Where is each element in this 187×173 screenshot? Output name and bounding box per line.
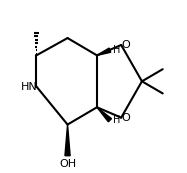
Text: OH: OH [59, 159, 76, 169]
Polygon shape [97, 107, 111, 122]
Text: O: O [122, 113, 130, 123]
Text: H: H [113, 45, 120, 55]
Text: HN: HN [21, 81, 38, 92]
Polygon shape [65, 125, 70, 156]
Text: H: H [113, 115, 120, 125]
Polygon shape [97, 48, 111, 55]
Text: O: O [122, 40, 130, 50]
